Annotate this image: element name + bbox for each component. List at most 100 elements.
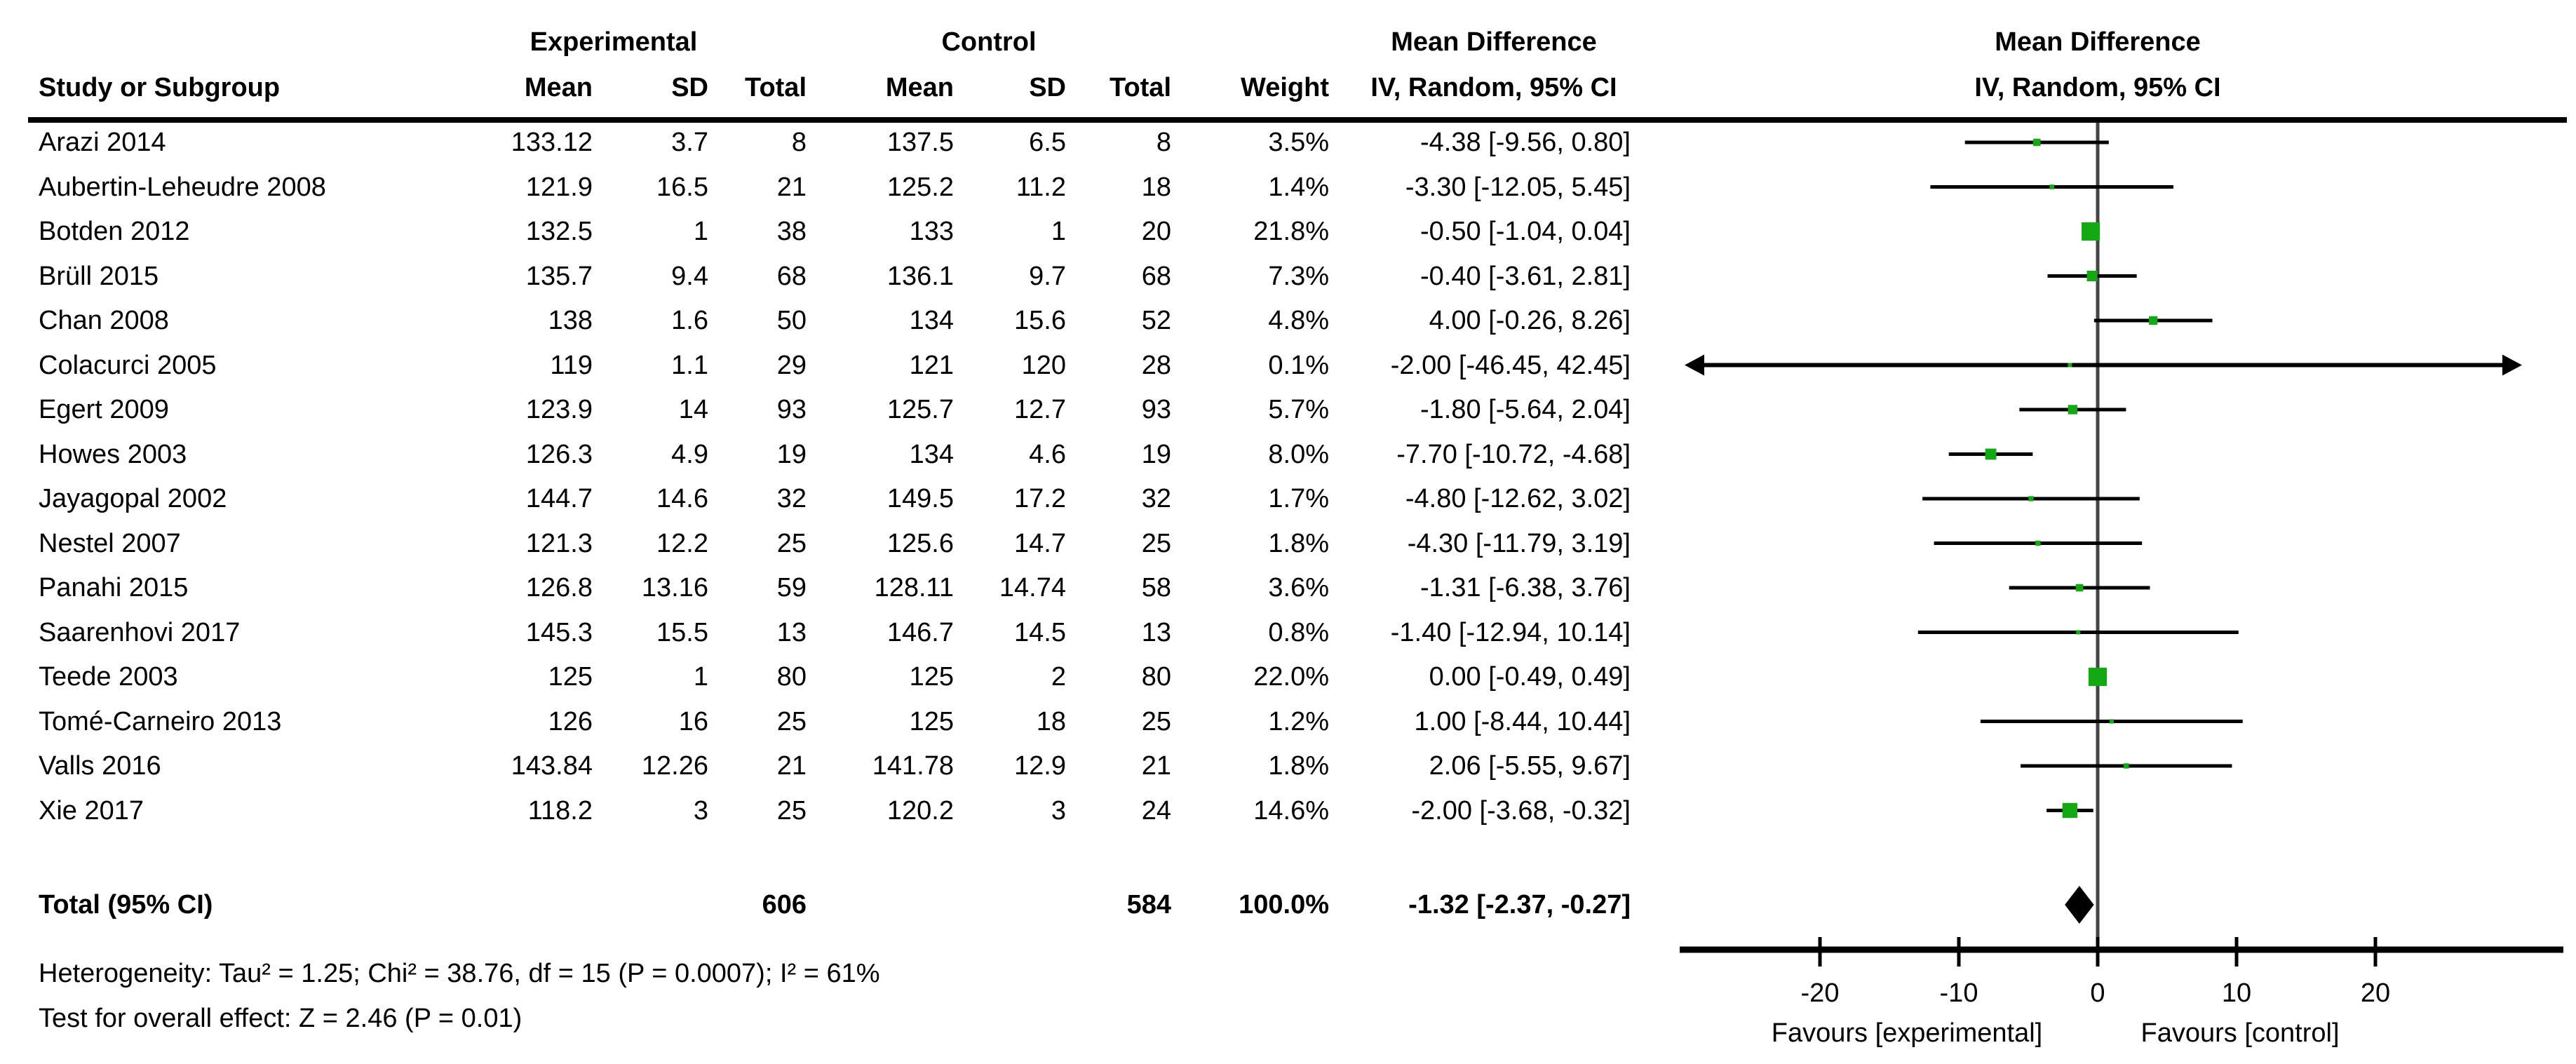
axis-tick xyxy=(1957,937,1961,967)
cell-n2: 28 xyxy=(1141,350,1171,380)
cell-weight: 22.0% xyxy=(1253,662,1329,692)
cell-ci: -0.50 [-1.04, 0.04] xyxy=(1420,217,1631,246)
cell-mean1: 133.12 xyxy=(511,128,593,157)
cell-sd2: 11.2 xyxy=(1016,172,1066,202)
col-header-ctl-mean: Mean xyxy=(885,73,954,102)
cell-n2: 80 xyxy=(1141,662,1171,692)
cell-n2: 58 xyxy=(1141,573,1171,602)
cell-n1: 25 xyxy=(776,528,807,558)
cell-n2: 32 xyxy=(1141,484,1171,513)
study-name: Nestel 2007 xyxy=(39,528,181,558)
study-name: Valls 2016 xyxy=(39,751,161,781)
cell-n2: 68 xyxy=(1141,261,1171,291)
cell-sd2: 6.5 xyxy=(1029,128,1066,157)
cell-sd1: 14.6 xyxy=(656,484,708,513)
cell-sd1: 4.9 xyxy=(671,439,708,469)
cell-ci: -2.00 [-3.68, -0.32] xyxy=(1411,795,1631,826)
table-row: Chan 2008 138 1.6 50 134 15.6 52 4.8% 4.00 [-0.2… xyxy=(0,298,2576,343)
cell-ci: 1.00 [-8.44, 10.44] xyxy=(1414,706,1631,736)
cell-mean1: 123.9 xyxy=(525,395,593,424)
cell-n2: 19 xyxy=(1141,439,1171,469)
axis-tick-label: 10 xyxy=(2222,978,2251,1008)
axis-tick xyxy=(2234,937,2239,967)
total-ci: -1.32 [-2.37, -0.27] xyxy=(1408,890,1631,920)
cell-sd2: 17.2 xyxy=(1014,484,1066,513)
cell-n1: 93 xyxy=(776,395,807,424)
cell-sd1: 16 xyxy=(678,706,708,736)
cell-weight: 8.0% xyxy=(1268,439,1329,469)
axis-tick-label: 20 xyxy=(2361,978,2390,1008)
cell-sd1: 1.1 xyxy=(671,350,708,380)
cell-mean1: 145.3 xyxy=(525,617,593,647)
cell-mean1: 135.7 xyxy=(525,261,593,291)
col-header-weight: Weight xyxy=(1241,73,1329,102)
cell-sd1: 3 xyxy=(693,795,708,826)
cell-mean2: 125.6 xyxy=(886,528,954,558)
cell-weight: 4.8% xyxy=(1268,306,1329,335)
cell-sd1: 14 xyxy=(678,395,708,424)
cell-weight: 14.6% xyxy=(1253,795,1329,826)
effect-square xyxy=(2062,802,2078,819)
cell-mean1: 126.8 xyxy=(525,573,593,602)
zero-line xyxy=(2096,123,2100,950)
cell-mean1: 132.5 xyxy=(525,217,593,246)
cell-mean2: 133 xyxy=(909,217,954,246)
cell-sd1: 9.4 xyxy=(671,261,708,291)
cell-weight: 1.8% xyxy=(1268,751,1329,781)
cell-ci: -1.40 [-12.94, 10.14] xyxy=(1390,617,1631,647)
study-name: Saarenhovi 2017 xyxy=(39,617,241,647)
study-name: Chan 2008 xyxy=(39,306,169,335)
table-row: Panahi 2015 126.8 13.16 59 128.11 14.74 58 3.6%… xyxy=(0,565,2576,610)
study-name: Jayagopal 2002 xyxy=(39,484,227,513)
cell-ci: -0.40 [-3.61, 2.81] xyxy=(1420,261,1631,291)
axis-tick-label: -10 xyxy=(1940,978,1978,1008)
cell-sd1: 1 xyxy=(693,662,708,692)
md-column-subtitle: IV, Random, 95% CI xyxy=(1370,73,1617,102)
heterogeneity-note: Heterogeneity: Tau² = 1.25; Chi² = 38.76… xyxy=(39,959,880,988)
col-header-exp-sd: SD xyxy=(671,73,708,102)
cell-ci: 2.06 [-5.55, 9.67] xyxy=(1429,751,1631,781)
cell-sd2: 18 xyxy=(1036,706,1066,736)
table-row: Teede 2003 125 1 80 125 2 80 22.0% 0.00 [-0.49, … xyxy=(0,654,2576,699)
table-row: Egert 2009 123.9 14 93 125.7 12.7 93 5.7% -1.80 … xyxy=(0,387,2576,432)
study-name: Egert 2009 xyxy=(39,395,169,424)
cell-mean2: 128.11 xyxy=(874,573,954,602)
cell-ci: -3.30 [-12.05, 5.45] xyxy=(1405,172,1631,202)
col-header-study: Study or Subgroup xyxy=(39,73,281,102)
cell-sd1: 12.26 xyxy=(641,751,708,781)
cell-mean2: 125.2 xyxy=(886,172,954,202)
effect-square xyxy=(2035,540,2041,546)
md-column-title: Mean Difference xyxy=(1391,27,1597,57)
table-row: Arazi 2014 133.12 3.7 8 137.5 6.5 8 3.5% -4.38 [… xyxy=(0,120,2576,165)
axis-tick-label: -20 xyxy=(1801,978,1840,1008)
total-ctl-n: 584 xyxy=(1126,890,1171,920)
cell-n1: 8 xyxy=(791,128,807,157)
cell-n1: 68 xyxy=(776,261,807,291)
cell-weight: 3.6% xyxy=(1268,573,1329,602)
cell-mean1: 126.3 xyxy=(525,439,593,469)
effect-square xyxy=(2109,719,2114,724)
cell-weight: 1.8% xyxy=(1268,528,1329,558)
cell-sd2: 1 xyxy=(1051,217,1066,246)
effect-square xyxy=(2124,763,2129,769)
cell-n1: 21 xyxy=(776,172,807,202)
cell-n2: 13 xyxy=(1141,617,1171,647)
axis-tick xyxy=(2373,937,2378,967)
cell-mean2: 125 xyxy=(909,662,954,692)
cell-sd2: 12.9 xyxy=(1014,751,1066,781)
study-name: Tomé-Carneiro 2013 xyxy=(39,706,282,736)
study-name: Xie 2017 xyxy=(39,795,144,826)
cell-n2: 8 xyxy=(1156,128,1171,157)
cell-sd1: 1 xyxy=(693,217,708,246)
cell-n2: 20 xyxy=(1141,217,1171,246)
cell-n1: 13 xyxy=(776,617,807,647)
effect-square xyxy=(2068,405,2078,415)
cell-ci: 4.00 [-0.26, 8.26] xyxy=(1429,306,1631,335)
effect-square xyxy=(2149,316,2158,325)
cell-sd1: 13.16 xyxy=(641,573,708,602)
effect-square xyxy=(2086,270,2098,282)
cell-weight: 21.8% xyxy=(1253,217,1329,246)
group-header-experimental: Experimental xyxy=(530,27,698,57)
